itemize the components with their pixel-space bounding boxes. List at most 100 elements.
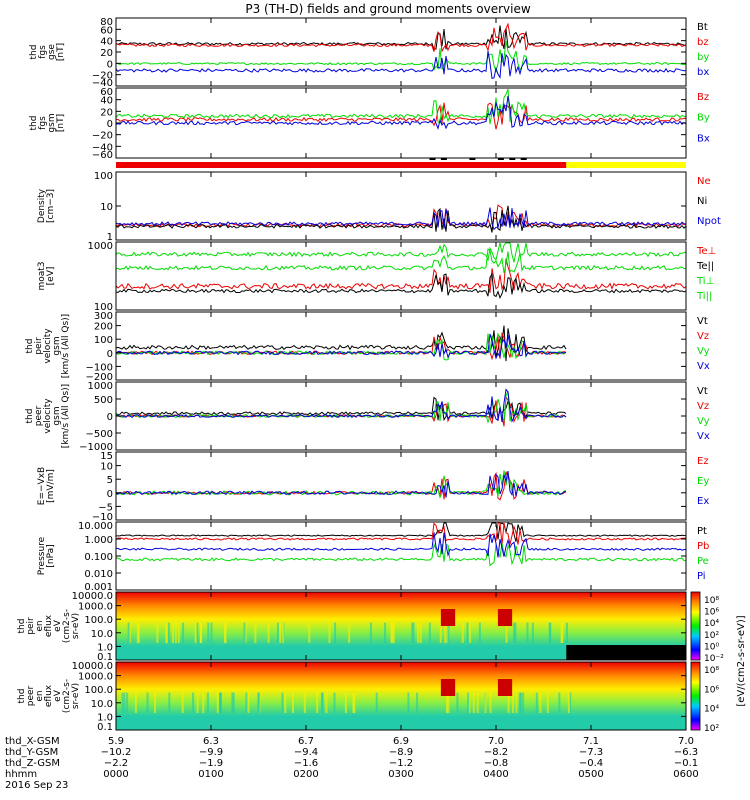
spectrogram-stripe [334,622,337,643]
series-line-Pi [116,532,687,558]
series-line-Ex [115,470,567,498]
spectrogram-stripe [446,622,449,643]
spectrogram-stripe [247,692,250,713]
spectrogram-stripe [257,692,260,713]
spectrogram-stripe [419,622,422,643]
y-tick-label: 20 [100,107,113,118]
spectrogram-stripe [447,692,450,713]
spectrogram-stripe [447,622,450,643]
y-tick-label: −60 [92,150,113,161]
series-line-Bx [115,95,687,131]
legend-entry: Bx [697,133,710,144]
panel-peer_velocity: thd peer velocity gsm [km/s (All Qs)] Vt Vz Vy V… [25,381,710,453]
panel-frame [115,241,687,311]
spectrogram-stripe [518,692,521,713]
spectrogram-stripe [200,622,203,643]
panel-frame [115,451,687,521]
legend-entry: Pi [697,571,706,582]
y-tick-label: 0 [107,412,113,423]
time-axis-r-value: 6.3 [203,736,219,747]
spectrogram-stripe [316,692,319,713]
spectrogram-stripe [303,692,306,713]
time-axis-hhmm-value: 0500 [578,769,603,780]
y-axis-label: fgs [38,116,48,130]
spectrogram-stripe [196,622,199,643]
legend-entry: Vx [697,361,710,372]
time-axis-y-value: −1.9 [199,758,223,769]
spectrogram-stripe [267,622,270,643]
colorbar-tick-label: 10⁴ [704,705,719,715]
spectrogram-stripe [181,692,184,713]
y-axis-label: gsm [47,113,57,132]
panel-frame [115,311,687,381]
spectrogram-stripe [468,692,471,713]
time-axis-r-value: 6.7 [298,736,314,747]
y-tick-label: 500 [94,395,113,406]
panel-frame [115,17,687,87]
panel-peir_velocity: thd peir velocity gsm [km/s (All Qs)] Vt Vz Vy V… [25,311,710,383]
spectrogram-stripe [165,622,168,643]
spectrogram-stripe [348,622,351,643]
legend-entry: Bz [697,92,709,103]
series-line-Te⊥ [115,258,687,293]
y-tick-label: 0 [107,349,113,360]
time-axis-hhmm-value: 0100 [198,769,223,780]
spectrogram-stripe [192,692,195,713]
spectrogram-stripe [244,622,247,643]
time-axis-x-value: −6.3 [674,747,698,758]
time-axis-x-value: −8.2 [484,747,508,758]
y-axis-label: (cm2-s- [62,679,72,713]
y-axis-label: thd [17,619,27,634]
y-tick-label: 200 [94,322,113,333]
spectrogram-stripe [531,622,534,643]
spectrogram-stripe [461,622,464,643]
spectrogram-stripe [411,622,414,643]
y-axis-label: peir [26,617,36,635]
y-axis-label: peir [34,337,44,355]
spectrogram-stripe [284,692,287,713]
spectrogram-stripe [223,622,226,643]
y-axis-label: gsm [52,336,62,355]
y-axis-label: thd [29,45,39,60]
time-axis-x-value: −9.9 [199,747,223,758]
spectrogram-stripe [519,692,522,713]
time-axis-hhmm-value: 0400 [483,769,508,780]
y-axis-label: eV [53,619,63,632]
spectrogram-gap [566,645,686,660]
y-tick-label: −20 [92,131,113,142]
y-axis-label: thd [25,409,35,424]
mode-bar-mark [520,158,527,160]
y-axis-label: gse [47,44,57,60]
y-axis-label: [nT] [56,43,66,61]
y-tick-label: 1000.0 [78,672,113,683]
panel-temperature: moat3 [eV] Te⊥ Te|| Ti⊥ Ti|| 1000 100 [37,241,716,313]
y-tick-label: 20 [100,48,113,59]
spectrogram-stripe [412,622,415,643]
legend-entry: Pt [697,526,707,537]
colorbar-tick-label: 10⁻² [704,654,724,664]
colorbar-tick-label: 10⁴ [704,619,719,629]
time-axis-x-value: −9.4 [294,747,318,758]
y-axis-label: [nPa] [46,544,56,567]
legend-entry: Vy [697,416,710,427]
spectrogram-stripe [369,622,372,643]
series-line-Vt [115,396,567,422]
legend-entry: Vt [697,316,708,327]
time-axis-hhmm-value: 0000 [103,769,128,780]
time-axis-y-value: −0.4 [579,758,603,769]
colorbar [690,591,701,661]
y-tick-label: 0.001 [84,582,113,593]
y-tick-label: 100.0 [84,685,113,696]
y-tick-label: 300 [94,311,113,322]
y-tick-label: 0.1 [97,722,113,733]
y-tick-label: 0.010 [84,569,113,580]
y-tick-label: −5 [98,502,113,513]
series-line-Bt [115,25,687,50]
legend-entry: Vz [697,401,709,412]
spectrogram-stripe [243,622,246,643]
spectrogram-stripe [136,622,139,643]
legend-entry: Ti|| [696,291,712,302]
mode-bar-mark [429,158,436,160]
